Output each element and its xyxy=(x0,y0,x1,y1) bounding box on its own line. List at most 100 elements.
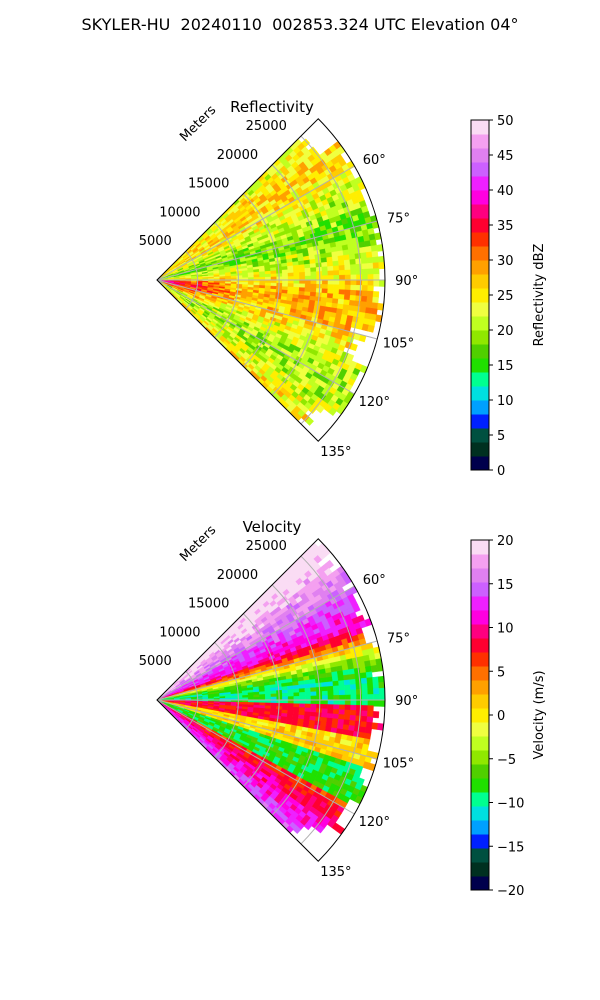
range-tick-label: 15000 xyxy=(188,177,229,192)
field-cell xyxy=(378,261,385,270)
field-cell xyxy=(333,690,340,697)
colorbar-tick-label: 0 xyxy=(497,464,505,479)
colorbar-tick-label: 5 xyxy=(497,665,505,680)
field-cell xyxy=(373,699,380,707)
azimuth-tick-label: 90° xyxy=(395,694,418,709)
colorbar-swatch xyxy=(471,876,489,891)
colorbar-swatch xyxy=(471,778,489,793)
page-title: SKYLER-HU 20240110 002853.324 UTC Elevat… xyxy=(81,15,519,34)
colorbar-swatch xyxy=(471,820,489,835)
range-tick-label: 20000 xyxy=(217,568,258,583)
colorbar-swatch xyxy=(471,792,489,807)
colorbar-swatch xyxy=(471,554,489,569)
colorbar-swatch xyxy=(471,204,489,219)
colorbar-swatch xyxy=(471,680,489,695)
field-cell xyxy=(372,711,380,719)
reflectivity-colorbar xyxy=(470,119,493,471)
reflectivity-colorbar-ticks: 0 5 10 15 20 25 30 35 40 45 50 xyxy=(497,114,514,479)
field-cell xyxy=(373,279,380,287)
colorbar-tick-label: 20 xyxy=(497,324,514,339)
field-cell xyxy=(379,279,385,287)
colorbar-tick-label: −5 xyxy=(497,753,516,768)
field-cell xyxy=(356,269,363,276)
reflectivity-colorbar-label: Reflectivity dBZ xyxy=(532,244,547,347)
range-tick-label: 25000 xyxy=(246,119,287,134)
velocity-colorbar xyxy=(470,539,493,891)
colorbar-tick-label: 15 xyxy=(497,578,514,593)
colorbar-tick-label: 45 xyxy=(497,149,514,164)
azimuth-tick-label: 135° xyxy=(320,865,351,880)
colorbar-tick-label: −15 xyxy=(497,840,524,855)
colorbar-swatch xyxy=(471,764,489,779)
field-cell xyxy=(373,688,380,696)
colorbar-swatch xyxy=(471,218,489,233)
colorbar-swatch xyxy=(471,610,489,625)
field-cell xyxy=(327,690,334,697)
field-cell xyxy=(378,687,385,695)
azimuth-tick-label: 75° xyxy=(387,631,410,646)
colorbar-swatch xyxy=(471,708,489,723)
colorbar-swatch xyxy=(471,232,489,247)
colorbar-swatch xyxy=(471,344,489,359)
colorbar-swatch xyxy=(471,148,489,163)
colorbar-swatch xyxy=(471,750,489,765)
range-axis-label: Meters xyxy=(177,523,219,565)
colorbar-swatch xyxy=(471,568,489,583)
colorbar-swatch xyxy=(471,428,489,443)
colorbar-tick-label: 25 xyxy=(497,289,514,304)
colorbar-swatch xyxy=(471,596,489,611)
colorbar-swatch xyxy=(471,162,489,177)
colorbar-swatch xyxy=(471,456,489,471)
colorbar-swatch xyxy=(471,316,489,331)
field-cell xyxy=(356,689,363,696)
range-tick-label: 5000 xyxy=(139,654,172,669)
azimuth-tick-label: 120° xyxy=(359,395,390,410)
range-tick-label: 15000 xyxy=(188,597,229,612)
colorbar-tick-label: 5 xyxy=(497,429,505,444)
velocity-colorbar-label: Velocity (m/s) xyxy=(532,670,547,759)
field-cell xyxy=(338,689,346,696)
colorbar-swatch xyxy=(471,372,489,387)
azimuth-tick-label: 105° xyxy=(383,757,414,772)
colorbar-tick-label: −10 xyxy=(497,797,524,812)
range-tick-label: 10000 xyxy=(159,205,200,220)
colorbar-swatch xyxy=(471,120,489,135)
colorbar-tick-label: 15 xyxy=(497,359,514,374)
colorbar-swatch xyxy=(471,834,489,849)
field-cell xyxy=(344,279,352,286)
colorbar-swatch xyxy=(471,302,489,317)
colorbar-swatch xyxy=(471,666,489,681)
azimuth-tick-label: 60° xyxy=(363,153,386,168)
velocity-title: Velocity xyxy=(243,518,302,536)
field-cell xyxy=(373,268,380,276)
field-cell xyxy=(356,279,363,287)
field-cell xyxy=(361,688,369,696)
azimuth-tick-label: 75° xyxy=(387,211,410,226)
field-cell xyxy=(350,269,357,276)
field-cell xyxy=(367,688,374,696)
field-cell xyxy=(361,268,369,276)
field-cell xyxy=(361,279,369,287)
azimuth-tick-label: 120° xyxy=(359,815,390,830)
colorbar-swatch xyxy=(471,330,489,345)
field-cell xyxy=(367,699,374,707)
field-cell xyxy=(344,699,352,706)
field-cell xyxy=(367,279,374,287)
colorbar-swatch xyxy=(471,624,489,639)
colorbar-swatch xyxy=(471,190,489,205)
field-cell xyxy=(367,268,374,276)
velocity-panel: Velocity 5000 10000 15000 20000 25000 Me… xyxy=(139,518,547,899)
field-cell xyxy=(338,269,346,276)
colorbar-tick-label: 0 xyxy=(497,709,505,724)
azimuth-tick-label: 60° xyxy=(363,573,386,588)
range-axis-label: Meters xyxy=(177,103,219,145)
field-cell xyxy=(327,270,334,277)
field-cell xyxy=(344,269,351,276)
colorbar-swatch xyxy=(471,540,489,555)
colorbar-swatch xyxy=(471,358,489,373)
field-cell xyxy=(356,699,363,707)
field-cell xyxy=(367,324,375,333)
colorbar-swatch xyxy=(471,862,489,877)
colorbar-tick-label: 35 xyxy=(497,219,514,234)
